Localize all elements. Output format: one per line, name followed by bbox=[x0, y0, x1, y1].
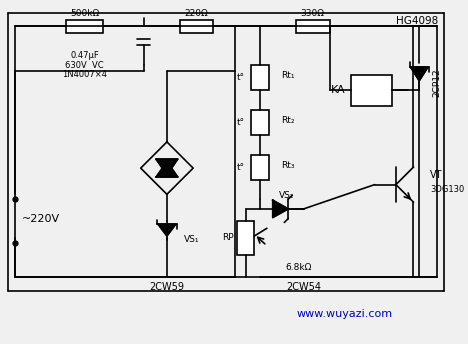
Bar bbox=[66, 20, 103, 33]
Text: 330Ω: 330Ω bbox=[300, 9, 324, 18]
Text: 2CP12: 2CP12 bbox=[433, 68, 442, 97]
Text: VT: VT bbox=[430, 170, 442, 180]
Polygon shape bbox=[410, 67, 428, 81]
Text: www.wuyazi.com: www.wuyazi.com bbox=[296, 309, 393, 319]
Bar bbox=[251, 154, 269, 180]
Text: 3DG130: 3DG130 bbox=[430, 185, 464, 194]
Text: 630V  VC: 630V VC bbox=[65, 61, 104, 70]
Polygon shape bbox=[156, 159, 177, 175]
Text: 220Ω: 220Ω bbox=[184, 9, 208, 18]
Bar bbox=[237, 221, 254, 256]
Text: VS₁: VS₁ bbox=[184, 235, 200, 245]
Text: 2CW59: 2CW59 bbox=[149, 282, 184, 292]
Text: 0.47μF: 0.47μF bbox=[70, 51, 99, 60]
Bar bbox=[180, 20, 213, 33]
Text: RP: RP bbox=[222, 234, 234, 243]
Text: Rt₃: Rt₃ bbox=[281, 161, 295, 170]
Text: Rt₁: Rt₁ bbox=[281, 72, 295, 80]
Text: t°: t° bbox=[237, 73, 245, 82]
Text: 6.8kΩ: 6.8kΩ bbox=[285, 262, 312, 272]
Text: t°: t° bbox=[237, 163, 245, 172]
Bar bbox=[251, 65, 269, 90]
Text: VS₂: VS₂ bbox=[278, 191, 294, 200]
Text: 500kΩ: 500kΩ bbox=[70, 9, 99, 18]
Polygon shape bbox=[273, 200, 288, 218]
Text: ~220V: ~220V bbox=[22, 214, 60, 224]
Text: HG4098: HG4098 bbox=[396, 15, 439, 25]
Bar bbox=[351, 75, 392, 106]
Text: Rt₂: Rt₂ bbox=[281, 116, 295, 125]
Polygon shape bbox=[158, 224, 176, 236]
Text: t°: t° bbox=[237, 118, 245, 127]
Bar bbox=[251, 110, 269, 135]
Text: 1N4007×4: 1N4007×4 bbox=[62, 71, 107, 79]
Bar bbox=[296, 20, 330, 33]
Polygon shape bbox=[156, 161, 177, 177]
Text: 2CW54: 2CW54 bbox=[286, 282, 321, 292]
Text: KA: KA bbox=[330, 85, 345, 96]
